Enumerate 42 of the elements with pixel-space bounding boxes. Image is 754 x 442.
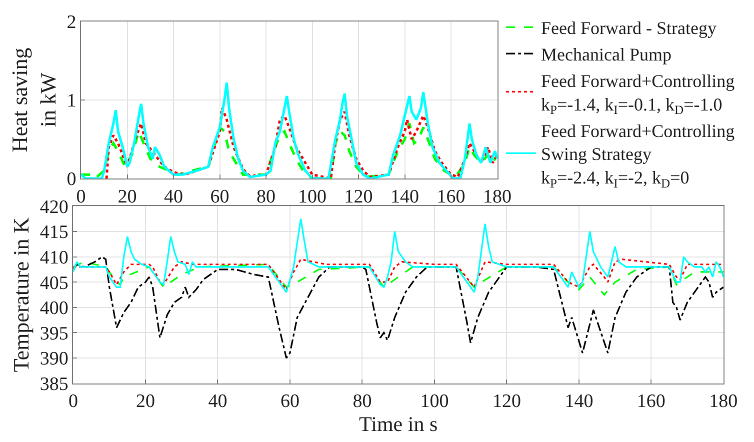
legend-label: Feed Forward+Controlling k$_{P}$=-1.4, k$_{I}$=-0.1, k$_{D}$=-1.0 <box>541 71 735 118</box>
x-tick-label: 40 <box>208 391 228 412</box>
y-tick-label: 410 <box>40 247 68 268</box>
x-tick-label: 180 <box>483 186 512 208</box>
x-tick-label: 100 <box>420 391 449 412</box>
y-tick-label: 400 <box>40 298 68 320</box>
x-tick-label: 60 <box>210 186 230 208</box>
line-series <box>73 218 724 294</box>
x-tick-label: 100 <box>298 186 327 208</box>
x-tick-label: 120 <box>492 391 521 412</box>
y-tick-label: 415 <box>40 222 68 244</box>
x-tick-label: 20 <box>118 186 137 208</box>
x-tick-label: 180 <box>709 391 738 412</box>
y-tick-label: 420 <box>40 196 68 218</box>
line-series <box>81 81 498 179</box>
x-tick-label: 160 <box>636 391 666 412</box>
x-tick-label: 40 <box>164 186 184 208</box>
x-axis-title: Time in s <box>359 412 438 436</box>
x-tick-label: 140 <box>390 186 420 208</box>
x-tick-label: 80 <box>256 186 276 208</box>
text: Feed Forward+Controlling Swing Strategy k$_{P}$=-2.4, k$_{I}$=-2, k$_{D}$=0 <box>541 120 735 190</box>
line-series <box>105 106 498 179</box>
x-tick-label: 20 <box>136 391 155 412</box>
y-tick-label: 1 <box>66 90 76 112</box>
y-axis-title: Temperature in K <box>8 217 34 372</box>
y-tick-label: 2 <box>66 12 76 34</box>
y-tick-label: 395 <box>40 323 68 344</box>
x-tick-label: 60 <box>280 391 300 412</box>
y-tick-label: 385 <box>40 374 68 395</box>
y-tick-label: 405 <box>40 272 68 294</box>
legend-label: Feed Forward - Strategy <box>541 18 716 38</box>
line-series <box>81 122 498 179</box>
x-tick-label: 140 <box>564 391 594 412</box>
x-tick-label: 120 <box>344 186 373 208</box>
y-axis-title: Heat saving in kW <box>6 48 61 152</box>
x-tick-label: 80 <box>352 391 372 412</box>
line-series <box>73 258 724 290</box>
line-series <box>73 256 724 359</box>
y-tick-label: 390 <box>40 348 68 370</box>
x-tick-label: 160 <box>436 186 466 208</box>
legend-label: Mechanical Pump <box>541 44 672 65</box>
y-tick-label: 0 <box>66 169 76 190</box>
